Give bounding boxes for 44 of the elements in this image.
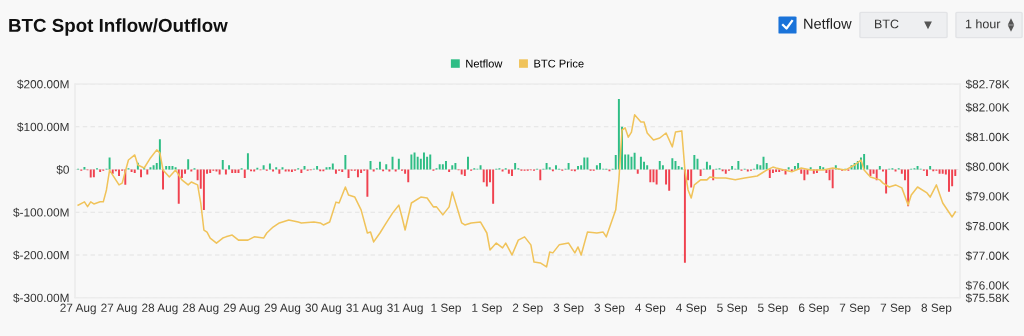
y2-tick-label: $80.00K	[965, 162, 1010, 172]
y2-tick-label: $78.00K	[965, 221, 1010, 231]
x-tick-label: 1 Sep	[431, 303, 461, 315]
legend-label: BTC Price	[534, 59, 584, 68]
y2-tick-label: $77.00K	[965, 251, 1010, 261]
x-tick-label: 27 Aug	[60, 303, 96, 315]
y-tick-label: $100.00M	[17, 122, 69, 132]
y-tick-label: $-300.00M	[13, 293, 69, 303]
x-tick-label: 6 Sep	[798, 303, 829, 315]
x-tick-label: 2 Sep	[512, 303, 543, 315]
x-tick-label: 8 Sep	[921, 303, 952, 315]
line-series	[77, 114, 957, 268]
y2-tick-label: $81.00K	[965, 132, 1010, 142]
x-tick-label: 27 Aug	[101, 303, 137, 315]
y2-tick-label: $79.00K	[965, 191, 1010, 202]
x-tick-label: 7 Sep	[880, 303, 911, 315]
y-tick-label: $0	[56, 165, 69, 175]
text: Netflow	[804, 18, 852, 29]
x-tick-label: 7 Sep	[839, 303, 870, 315]
x-tick-label: 3 Sep	[553, 303, 584, 315]
x-tick-label: 28 Aug	[142, 303, 178, 315]
y2-tick-label: $76.00K	[965, 280, 1010, 291]
x-tick-label: 31 Aug	[346, 303, 382, 315]
x-tick-label: 4 Sep	[676, 303, 707, 315]
y-tick-label: $-100.00M	[13, 207, 69, 218]
x-tick-label: 30 Aug	[305, 303, 341, 315]
x-tick-label: 3 Sep	[594, 303, 625, 315]
x-tick-label: 29 Aug	[264, 303, 301, 315]
x-tick-label: 28 Aug	[182, 303, 219, 315]
y-tick-label: $-200.00M	[13, 250, 69, 261]
x-tick-label: 1 Sep	[472, 303, 502, 315]
legend-label: Netflow	[466, 59, 503, 68]
text: BTC	[875, 19, 899, 29]
text: 1 hour	[965, 19, 1001, 29]
y-tick-label: $200.00M	[17, 79, 69, 90]
x-tick-label: 5 Sep	[757, 303, 788, 315]
y2-tick-label: $75.58K	[965, 293, 1010, 303]
x-tick-label: 5 Sep	[717, 303, 747, 315]
x-tick-label: 31 Aug	[387, 303, 423, 315]
y2-tick-label: $82.78K	[965, 79, 1010, 90]
y2-tick-label: $82.00K	[965, 102, 1010, 113]
chart-title: BTC Spot Inflow/Outflow	[9, 18, 228, 36]
x-tick-label: 29 Aug	[223, 303, 260, 315]
x-tick-label: 4 Sep	[635, 303, 666, 315]
